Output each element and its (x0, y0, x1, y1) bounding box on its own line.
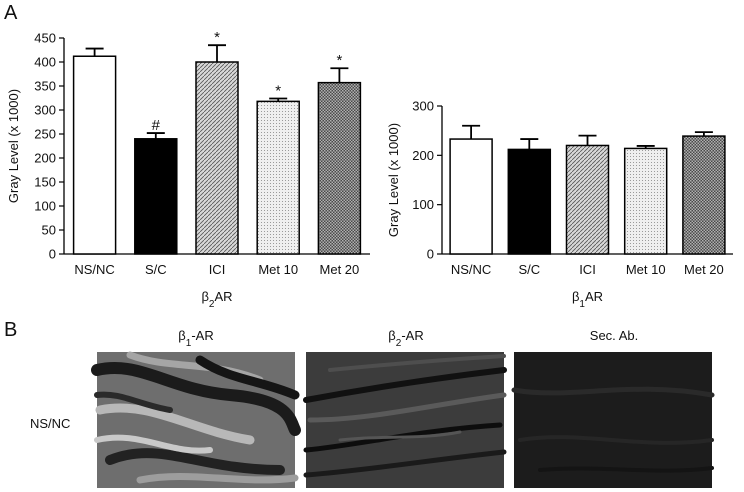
micrograph-beta2-ar (303, 352, 507, 488)
y-tick-label: 450 (34, 31, 56, 46)
y-tick-label: 250 (34, 127, 56, 142)
panel-label-a: A (4, 2, 18, 24)
y-tick-label: 0 (49, 247, 56, 262)
chart-beta2ar: 0 50 100 150 200 250 300 350 400 450 Gray Level (x… (6, 29, 370, 310)
micrograph-beta1-ar (91, 351, 301, 488)
y-tick-label: 200 (412, 148, 434, 163)
micrograph-sec-ab (511, 352, 715, 488)
significance-marker: * (275, 82, 281, 99)
y-axis-label: Gray Level (x 1000) (6, 89, 21, 203)
y-tick-label: 100 (34, 199, 56, 214)
x-tick-label: Met 20 (684, 262, 724, 277)
bar-met-20 (317, 81, 362, 255)
panel-label-b: B (4, 319, 17, 341)
y-tick-label: 300 (412, 99, 434, 114)
bar-ns-nc (449, 138, 493, 255)
significance-marker: # (152, 117, 161, 134)
x-axis-label: β2AR (201, 289, 232, 310)
chart-beta1ar: 0 100 200 300 Gray Level (x 1000) NS/NC S/C ICI… (386, 99, 733, 310)
bar-ici (565, 144, 610, 255)
x-tick-label: S/C (145, 262, 167, 277)
y-tick-label: 100 (412, 197, 434, 212)
x-tick-label: NS/NC (74, 262, 114, 277)
significance-marker: * (336, 52, 342, 69)
micrograph-col-label-1: β1-AR (178, 328, 213, 349)
micrograph-col-label-2: β2-AR (388, 328, 423, 349)
y-tick-label: 0 (427, 247, 434, 262)
x-tick-label: ICI (209, 262, 226, 277)
bar-ici (195, 61, 239, 255)
x-tick-label: NS/NC (451, 262, 491, 277)
y-tick-label: 400 (34, 55, 56, 70)
y-tick-label: 200 (34, 151, 56, 166)
micrograph-labels: β1-AR β2-AR Sec. Ab. NS/NC (30, 328, 638, 431)
y-tick-label: 150 (34, 175, 56, 190)
x-tick-label: Met 10 (258, 262, 298, 277)
bar-met-10 (256, 100, 300, 255)
x-tick-label: ICI (579, 262, 596, 277)
y-tick-label: 50 (42, 223, 56, 238)
micrograph-row-label: NS/NC (30, 416, 70, 431)
significance-marker: * (214, 29, 220, 46)
x-tick-label: S/C (518, 262, 540, 277)
y-tick-label: 300 (34, 103, 56, 118)
bar-met-20 (682, 135, 726, 255)
micrograph-col-label-3: Sec. Ab. (590, 328, 638, 343)
x-tick-label: Met 10 (626, 262, 666, 277)
bar-s-c (134, 138, 178, 255)
bar-s-c (507, 148, 552, 255)
x-axis-label: β1AR (572, 289, 603, 310)
y-axis-label: Gray Level (x 1000) (386, 123, 401, 237)
x-tick-label: Met 20 (320, 262, 360, 277)
bar-met-10 (623, 147, 668, 255)
bar-ns-nc (72, 55, 117, 255)
y-tick-label: 350 (34, 79, 56, 94)
